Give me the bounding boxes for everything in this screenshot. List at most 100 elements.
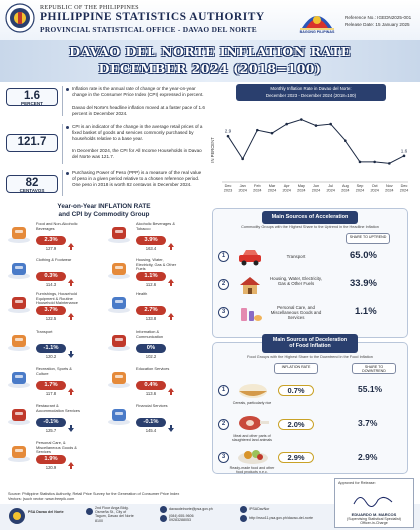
x-tick-label: 2024 [312, 189, 320, 193]
address: 2nd Floor Anga Bldg. Osmeña St., City of… [95, 506, 155, 523]
email-link[interactable]: davaodelnorte@psa.gov.ph [169, 507, 213, 511]
bullet [66, 126, 69, 129]
cpi-value: 133.8 [145, 316, 157, 321]
commodity-name: Transport [36, 329, 53, 334]
divider [62, 170, 63, 196]
arrow-up-icon [68, 307, 74, 320]
title-banner [0, 40, 420, 82]
phone-icon [160, 515, 167, 522]
dec-share-1: 55.1% [358, 384, 383, 394]
x-tick-label: Mar [269, 184, 276, 188]
x-tick-label: 2024 [385, 189, 393, 193]
x-tick-label: Jan [240, 184, 246, 188]
inflation-rate-pill: 1.9% [36, 455, 66, 464]
health-icon [106, 294, 132, 314]
address-line-4: 8100 [95, 518, 103, 523]
deceleration-subtitle: Food Groups with the Highest Share to th… [247, 355, 373, 359]
data-point [402, 154, 406, 158]
dec-caption-3: Ready-made food and other food products … [229, 466, 275, 475]
cpi-value: 114.3 [45, 282, 57, 287]
acc-rank-2: 2 [218, 279, 229, 290]
facebook-link[interactable]: /PSADavNor [249, 507, 270, 511]
arrow-down-icon [68, 345, 74, 358]
ppp-unit: CENTAVOS [19, 188, 45, 193]
x-tick-label: Dec [225, 184, 232, 188]
x-tick-label: Jul [328, 184, 333, 188]
email-icon [160, 506, 167, 513]
page-title: DAVAO DEL NORTE INFLATION RATE [69, 44, 351, 59]
housing-icon [106, 260, 132, 280]
dec-caption-1: Cereals, particularly rice [232, 401, 272, 405]
arrow-up-icon [168, 273, 174, 286]
cpi-value: 163.4 [145, 246, 157, 251]
dec-rank-2: 2 [218, 419, 229, 430]
x-tick-label: 2023 [224, 189, 232, 193]
arrow-up-icon [168, 237, 174, 250]
commodity-name: Health [136, 291, 148, 296]
acc-name-1: Transport [286, 254, 306, 259]
restaurant-icon [6, 406, 32, 426]
signatory-title: (Supervising Statistical Specialist) [347, 517, 401, 521]
x-tick-label: Nov [386, 184, 393, 188]
agency-name: PHILIPPINE STATISTICS AUTHORITY [40, 11, 265, 23]
vectors-text: Vectors: (such vector: www.freepik.com [8, 496, 75, 501]
cpi-value: 125.7 [45, 428, 57, 433]
address-line-3: Tagum, Davao del Norte [95, 514, 134, 519]
cpi-value: 117.8 [45, 391, 57, 396]
website-link[interactable]: http://rsso11.psa.gov.ph/davao-del-norte [249, 516, 313, 520]
x-tick-label: 2024 [326, 189, 334, 193]
recreation-icon [6, 369, 32, 389]
data-point [300, 118, 303, 121]
acc-share-3: 1.1% [355, 306, 377, 317]
cpi-value: 120.2 [45, 354, 57, 359]
inflation-rate-pill: 0.3% [36, 272, 66, 281]
commodity-name: Financial Services [136, 403, 168, 408]
clothing-icon [6, 260, 32, 280]
inflation-rate-pill: -0.1% [36, 418, 66, 427]
deceleration-title-2: of Food Inflation [289, 343, 331, 350]
inflation-rate-pill: 2.7% [136, 306, 166, 315]
inflation-rate-pill: 0.4% [136, 381, 166, 390]
commodity-name: Education Services [136, 366, 170, 371]
bullet [66, 172, 69, 175]
yoy-title: Year-on-Year INFLATION RATE [57, 203, 151, 210]
data-point [256, 128, 259, 132]
psa-seal-icon [9, 508, 25, 524]
x-tick-label: 2024 [356, 189, 364, 193]
inflation-rate-pill: 3.9% [136, 236, 166, 245]
data-point [270, 131, 274, 135]
phone-2: 09283288053 [169, 518, 191, 523]
arrow-down-icon [168, 419, 174, 432]
x-tick-label: May [298, 184, 305, 188]
ppp-definition: Purchasing Power of Peso (PPP) is a meas… [72, 170, 202, 187]
acc-share-1: 65.0% [350, 250, 377, 261]
deceleration-title: Main Sources of Deceleration [272, 337, 348, 343]
acc-name-2: Housing, Water, Electricity, Gas & Other… [270, 276, 322, 287]
dec-share-2: 3.7% [358, 418, 378, 428]
arrow-up-icon [68, 456, 74, 469]
republic-label: REPUBLIC OF THE PHILIPPINES [40, 4, 139, 11]
signatory-role: Officer-in-Charge [360, 521, 388, 525]
furnishings-icon [6, 294, 32, 314]
inflation-definition: Inflation rate is the annual rate of cha… [72, 86, 204, 97]
acc-rank-1: 1 [218, 251, 229, 262]
x-tick-label: Dec [401, 184, 408, 188]
chart-title: Monthly Inflation Rate in Davao del Nort… [270, 86, 352, 91]
commodity-name: Recreation, Sports & Culture [36, 366, 72, 376]
bagong-pilipinas-text: BAGONG PILIPINAS [299, 30, 335, 34]
signatory-name: EDUARDO M. MARCOS [351, 512, 397, 517]
source-text: Source: Philippine Statistics Authority,… [8, 492, 180, 496]
arrow-up-icon [168, 382, 174, 395]
alcohol-tobacco-icon [106, 224, 132, 244]
data-point [314, 124, 318, 127]
transport-icon [6, 332, 32, 352]
divider [62, 86, 63, 116]
x-tick-label: 2024 [400, 189, 408, 193]
commodity-name: Information & Communication [136, 329, 164, 339]
personal-care-icon [6, 443, 32, 463]
house-icon [240, 277, 260, 294]
data-point [388, 162, 391, 165]
header: REPUBLIC OF THE PHILIPPINES PHILIPPINE S… [0, 0, 420, 40]
arrow-up-icon [68, 237, 74, 250]
cpi-value: 145.4 [145, 428, 157, 433]
